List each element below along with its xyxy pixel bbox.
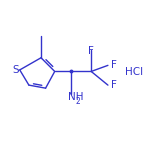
Text: HCl: HCl [125,67,143,77]
Text: F: F [88,46,94,56]
Text: 2: 2 [76,97,80,106]
Text: S: S [13,65,19,75]
Text: NH: NH [68,92,83,102]
Text: F: F [111,60,117,70]
Text: F: F [111,80,117,90]
